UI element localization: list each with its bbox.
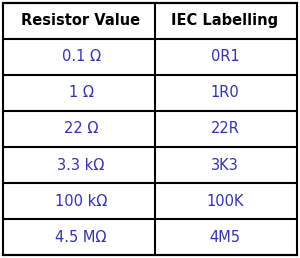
Text: 3K3: 3K3 xyxy=(211,158,239,173)
Text: 4.5 MΩ: 4.5 MΩ xyxy=(55,230,107,245)
Text: 0.1 Ω: 0.1 Ω xyxy=(61,49,100,64)
Text: 1 Ω: 1 Ω xyxy=(69,85,93,100)
Text: Resistor Value: Resistor Value xyxy=(21,13,141,28)
Text: 22 Ω: 22 Ω xyxy=(64,122,98,136)
Text: 22R: 22R xyxy=(211,122,239,136)
Text: IEC Labelling: IEC Labelling xyxy=(171,13,279,28)
Text: 100K: 100K xyxy=(206,194,244,209)
Text: 4M5: 4M5 xyxy=(209,230,241,245)
Text: 1R0: 1R0 xyxy=(211,85,239,100)
Text: 3.3 kΩ: 3.3 kΩ xyxy=(57,158,105,173)
Text: 0R1: 0R1 xyxy=(211,49,239,64)
Text: 100 kΩ: 100 kΩ xyxy=(55,194,107,209)
